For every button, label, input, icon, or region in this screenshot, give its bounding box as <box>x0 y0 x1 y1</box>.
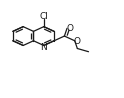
Text: Cl: Cl <box>39 12 48 21</box>
Text: N: N <box>40 43 47 52</box>
Text: O: O <box>73 37 80 46</box>
Text: O: O <box>66 24 73 33</box>
